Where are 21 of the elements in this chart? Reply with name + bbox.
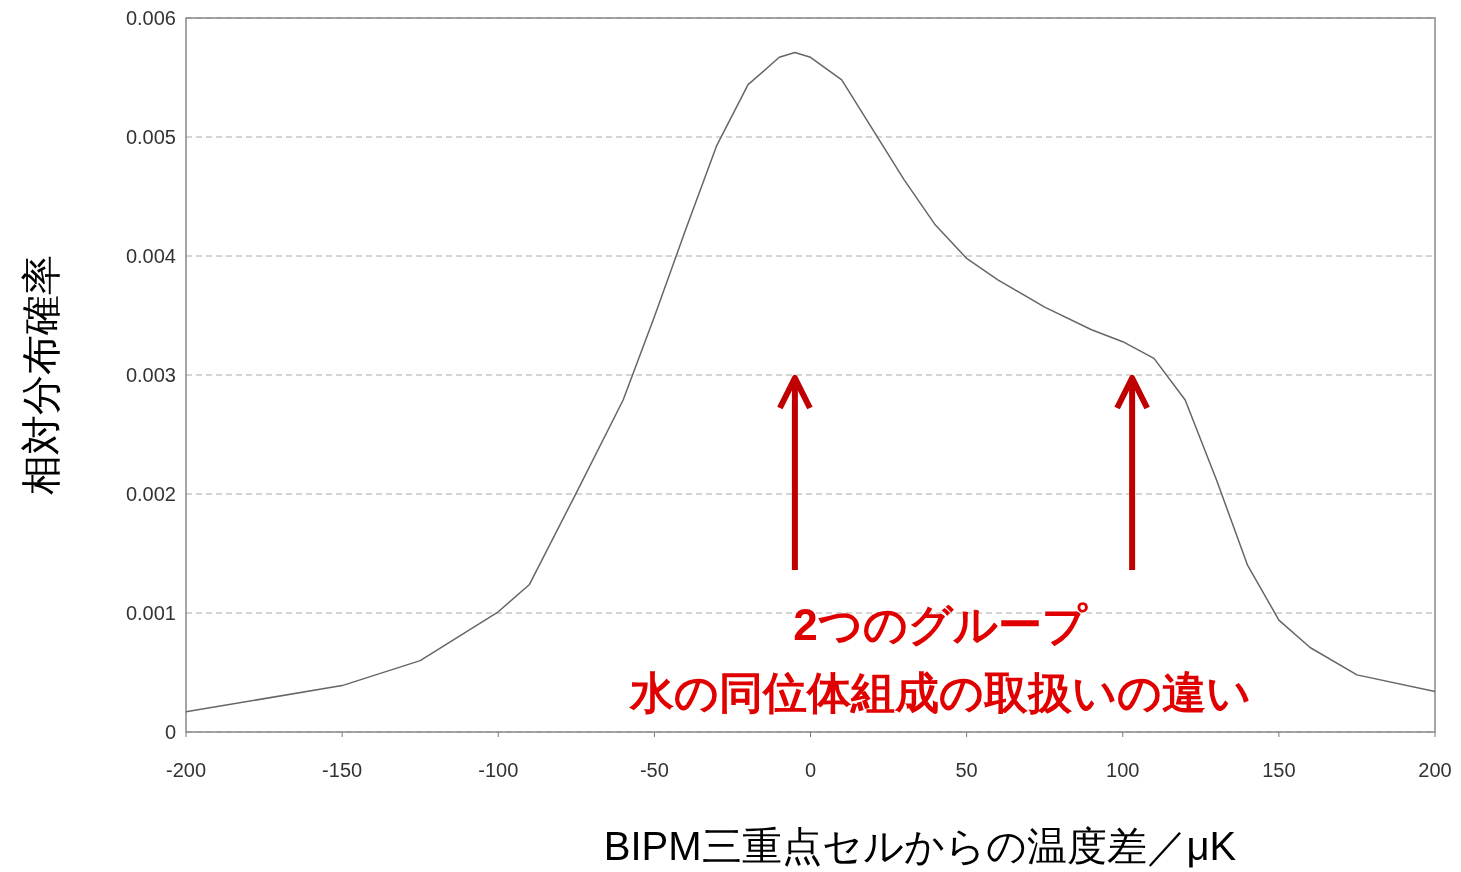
x-tick-label: -150 — [322, 759, 363, 781]
x-tick-label: 200 — [1418, 759, 1452, 781]
x-tick-label: 100 — [1106, 759, 1140, 781]
line-series — [185, 51, 1436, 713]
y-tick-label: 0.005 — [125, 126, 176, 148]
x-tick-label: -100 — [478, 759, 519, 781]
annotation: 水の同位体組成の取扱いの違い — [627, 668, 1251, 717]
x-tick-label: 0 — [804, 759, 817, 781]
x-tick-label: 50 — [955, 759, 978, 781]
y-tick-label: 0.003 — [125, 364, 176, 386]
y-tick-label: 0.006 — [125, 7, 176, 29]
y-tick-label: 0 — [164, 721, 176, 743]
y-tick-label: 0.002 — [125, 483, 176, 505]
y-tick-label: 0.004 — [125, 245, 176, 267]
x-tick-label: 150 — [1262, 759, 1296, 781]
y-tick-label: 0.001 — [125, 602, 176, 624]
annotation: 2つのグループ — [793, 600, 1088, 649]
y-axis-title: 相対分布確率 — [19, 255, 63, 495]
x-tick-label: -50 — [639, 759, 669, 781]
x-tick-label: -200 — [165, 759, 207, 781]
x-axis-title: BIPM三重点セルからの温度差／μK — [603, 824, 1237, 868]
